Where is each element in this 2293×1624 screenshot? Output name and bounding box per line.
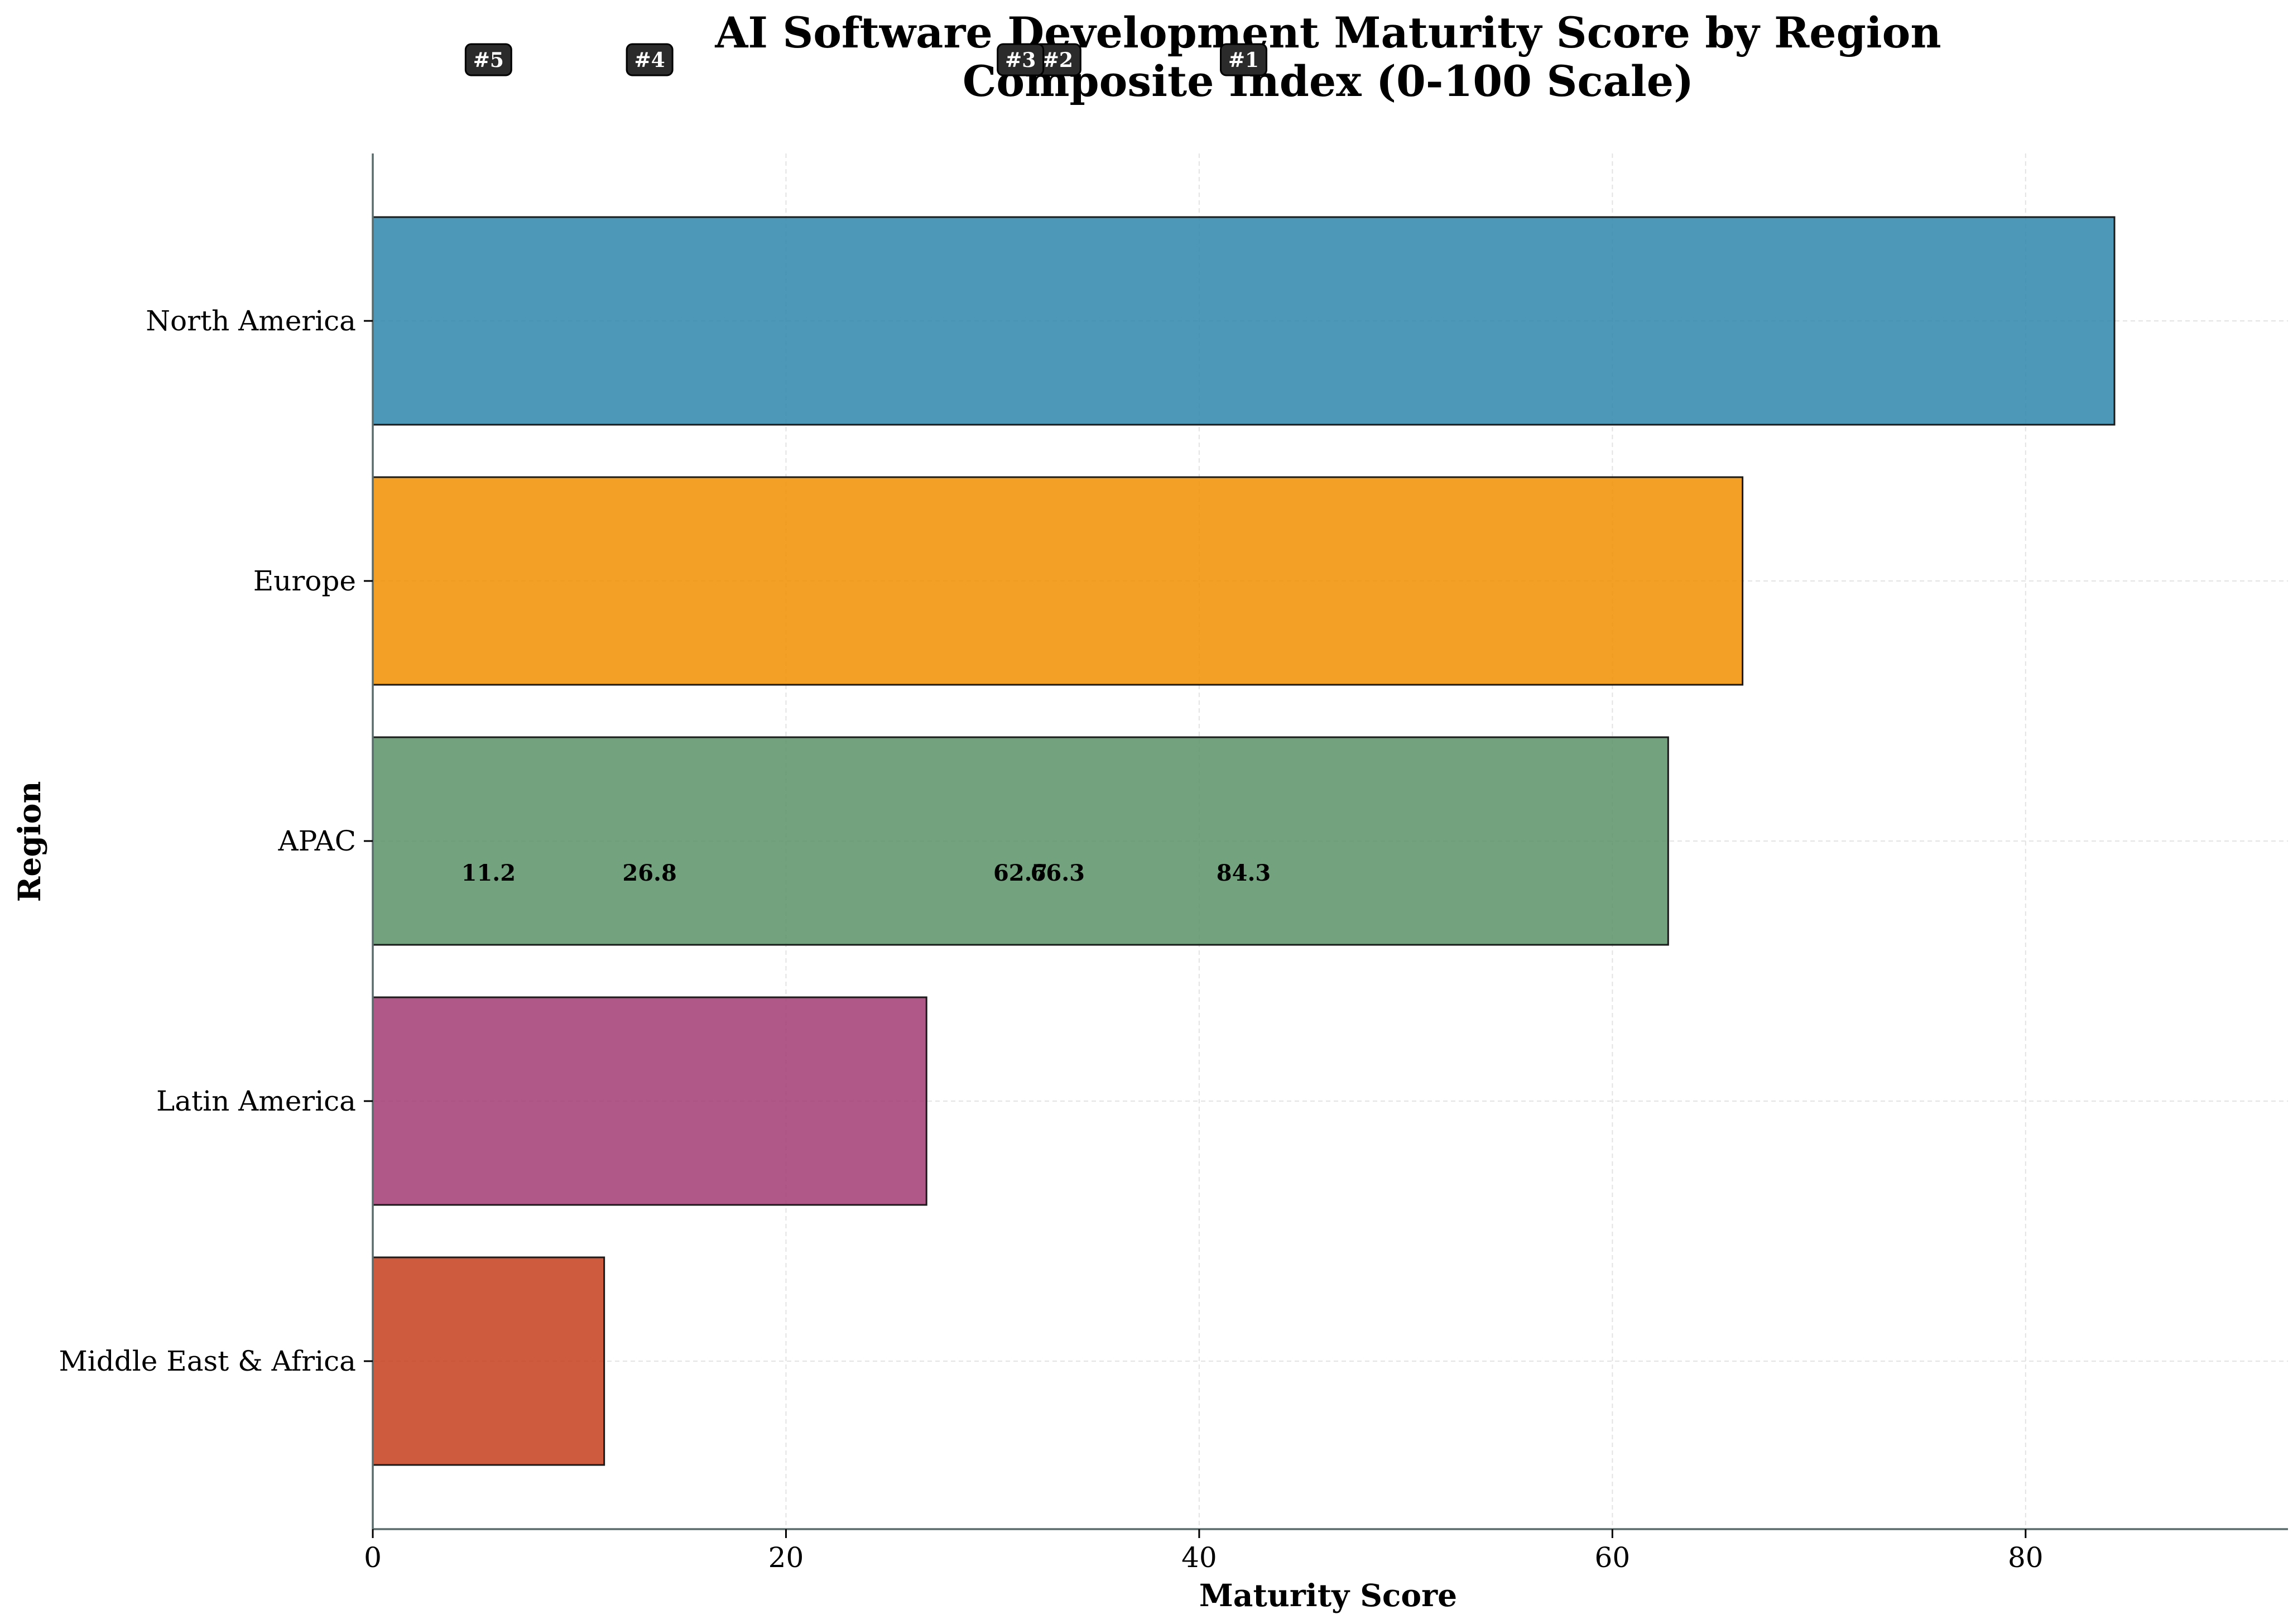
axes: 0 20 40 60 80 North America Europe APAC Latin Am…: [59, 153, 2288, 1574]
x-tick-label: 20: [768, 1541, 804, 1574]
x-tick-label: 80: [2008, 1541, 2044, 1574]
y-tick-label: North America: [146, 305, 356, 337]
bar: [372, 1256, 605, 1466]
rank-badge-box: [626, 43, 674, 76]
bars: [372, 216, 2116, 1466]
rank-badge: #2: [1033, 43, 1081, 76]
rank-badge: #3: [997, 43, 1045, 76]
y-tick-label: Latin America: [156, 1085, 356, 1117]
rank-badge-label: #3: [1005, 49, 1036, 72]
y-tick-label: Middle East & Africa: [59, 1345, 356, 1377]
bar: [372, 996, 927, 1206]
rank-badge-box: [1220, 43, 1268, 76]
bar: [372, 736, 1669, 946]
x-tick-label: 60: [1595, 1541, 1631, 1574]
rank-badge-label: #4: [634, 49, 665, 72]
rank-badge-label: #2: [1042, 49, 1073, 72]
rank-badge-box: [464, 43, 512, 76]
chart-title: AI Software Development Maturity Score b…: [714, 8, 1941, 57]
x-tick-label: 0: [364, 1541, 382, 1574]
rank-badge-box: [997, 43, 1045, 76]
data-label: 66.3: [1031, 860, 1085, 886]
rank-badge: #4: [626, 43, 674, 76]
data-label: 11.2: [462, 860, 516, 886]
y-axis-label: Region: [11, 781, 47, 902]
rank-badge: #1: [1220, 43, 1268, 76]
data-label: 62.7: [993, 860, 1047, 886]
y-tick-label: Europe: [253, 565, 356, 597]
bar: [372, 476, 1744, 686]
rank-badge-label: #1: [1228, 49, 1259, 72]
bar: [372, 216, 2116, 426]
chart-subtitle: Composite Index (0-100 Scale): [963, 56, 1694, 106]
x-axis-label: Maturity Score: [1199, 1577, 1457, 1613]
rank-badges: #1 #2 #3 #4 #5: [464, 43, 1268, 76]
data-labels: 84.3 66.362.7 26.8 11.2: [462, 860, 1271, 886]
y-tick-label: APAC: [277, 825, 356, 857]
data-label: 26.8: [622, 860, 676, 886]
rank-badge-label: #5: [473, 49, 504, 72]
rank-badge: #5: [464, 43, 512, 76]
x-tick-label: 40: [1181, 1541, 1217, 1574]
data-label: 84.3: [1217, 860, 1271, 886]
